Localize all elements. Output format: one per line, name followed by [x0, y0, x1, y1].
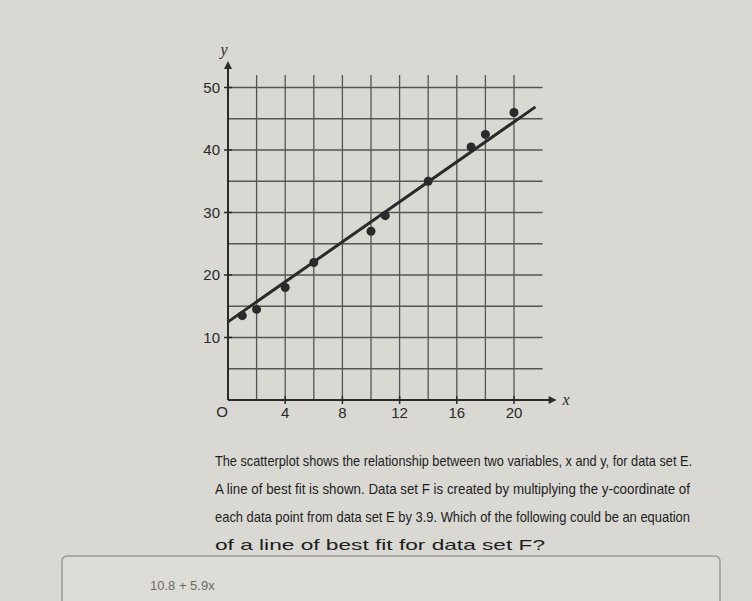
data-point — [510, 108, 519, 117]
grid-line — [228, 181, 543, 182]
x-tick — [284, 396, 286, 404]
x-tick-label: 8 — [338, 404, 346, 421]
grid-line — [228, 306, 543, 307]
x-axis-arrow — [549, 396, 557, 404]
y-tick — [224, 337, 232, 339]
y-tick-label: 10 — [203, 329, 220, 346]
data-point — [381, 211, 390, 220]
page: 4 8 12 16 20 10 20 30 40 50 Ox y The scatterplot sho… — [0, 0, 752, 601]
x-tick — [399, 396, 401, 404]
x-axis-label: x — [562, 391, 570, 408]
grid-line — [256, 75, 257, 400]
choice-box[interactable] — [62, 556, 720, 601]
origin-label: O — [216, 403, 228, 420]
grid-line — [456, 75, 457, 400]
y-tick — [224, 87, 232, 89]
y-axis — [227, 65, 229, 400]
grid-line — [228, 149, 543, 150]
grid-line — [313, 75, 314, 400]
question-line: A line of best fit is shown. Data set F … — [215, 480, 691, 497]
grid-line — [228, 368, 543, 369]
data-point — [238, 311, 247, 320]
y-tick-label: 30 — [203, 204, 220, 221]
grid-line — [228, 243, 543, 244]
question-line: of a line of best fit for data set F? — [215, 536, 545, 553]
grid-line — [485, 75, 486, 400]
grid — [228, 75, 543, 400]
grid-line — [228, 118, 543, 119]
grid-line — [285, 75, 286, 400]
background — [0, 0, 752, 601]
data-point — [481, 130, 490, 139]
y-tick — [224, 274, 232, 276]
y-axis-arrow — [224, 61, 232, 69]
x-tick-label: 4 — [281, 404, 289, 421]
x-tick — [513, 396, 515, 404]
y-tick-label: 40 — [203, 141, 220, 158]
data-point — [281, 283, 290, 292]
x-axis — [228, 399, 553, 401]
y-axis-label: y — [218, 41, 228, 59]
choice-text: 10.8 + 5.9x — [150, 578, 215, 593]
y-tick-label: 50 — [203, 79, 220, 96]
data-point — [252, 305, 261, 314]
grid-line — [228, 274, 543, 275]
grid-line — [399, 75, 400, 400]
plot-area — [228, 107, 535, 322]
best-fit-line — [228, 107, 535, 322]
data-point — [367, 227, 376, 236]
y-tick-label: 20 — [203, 266, 220, 283]
data-point — [424, 177, 433, 186]
x-tick — [456, 396, 458, 404]
data-point — [467, 142, 476, 151]
grid-line — [342, 75, 343, 400]
x-tick-label: 20 — [506, 404, 523, 421]
y-tick — [224, 149, 232, 151]
x-tick-label: 12 — [391, 404, 408, 421]
grid-line — [228, 87, 543, 88]
grid-line — [370, 75, 371, 400]
grid-line — [428, 75, 429, 400]
y-tick — [224, 212, 232, 214]
x-tick-label: 16 — [448, 404, 465, 421]
grid-line — [228, 337, 543, 338]
x-tick — [342, 396, 344, 404]
question-line: The scatterplot shows the relationship b… — [215, 452, 692, 469]
question-line: each data point from data set E by 3.9. … — [215, 508, 690, 525]
data-point — [309, 258, 318, 267]
